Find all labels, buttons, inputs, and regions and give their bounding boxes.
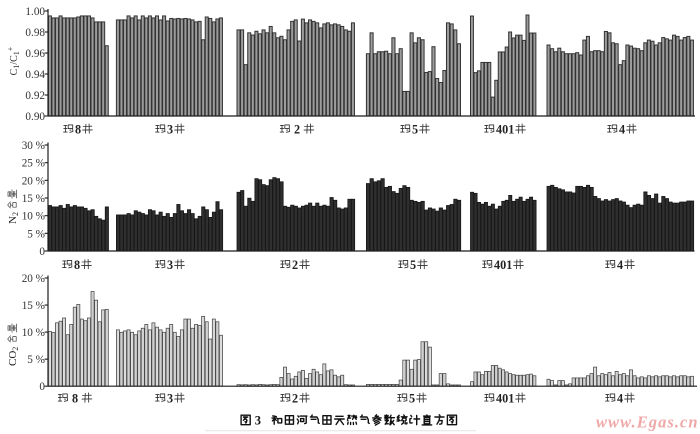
svg-text:N2: N2 bbox=[7, 212, 20, 224]
svg-text:2: 2 bbox=[292, 391, 298, 405]
svg-text:10 %: 10 % bbox=[22, 327, 45, 339]
svg-text:0.94: 0.94 bbox=[25, 69, 45, 81]
svg-text:5: 5 bbox=[410, 258, 416, 272]
svg-text:20 %: 20 % bbox=[22, 175, 45, 187]
svg-text:8: 8 bbox=[72, 391, 78, 405]
svg-text:5 %: 5 % bbox=[27, 354, 45, 366]
svg-text:0.90: 0.90 bbox=[25, 111, 45, 123]
svg-text:30 %: 30 % bbox=[22, 140, 45, 152]
svg-text:4: 4 bbox=[619, 122, 625, 136]
svg-text:4: 4 bbox=[617, 391, 623, 405]
svg-text:CO2: CO2 bbox=[7, 347, 20, 366]
svg-text:0: 0 bbox=[39, 246, 45, 258]
svg-text:15 %: 15 % bbox=[22, 193, 45, 205]
svg-text:4: 4 bbox=[617, 258, 623, 272]
svg-text:8: 8 bbox=[75, 122, 81, 136]
svg-text:3: 3 bbox=[167, 122, 173, 136]
svg-text:5 %: 5 % bbox=[27, 228, 45, 240]
svg-text:10 %: 10 % bbox=[22, 211, 45, 223]
svg-text:5: 5 bbox=[412, 122, 418, 136]
svg-text:15 %: 15 % bbox=[22, 300, 45, 312]
svg-text:401: 401 bbox=[494, 258, 512, 272]
svg-text:401: 401 bbox=[496, 122, 514, 136]
svg-text:3: 3 bbox=[167, 258, 173, 272]
svg-text:0.92: 0.92 bbox=[25, 90, 45, 102]
svg-text:25 %: 25 % bbox=[22, 158, 45, 170]
svg-text:0.96: 0.96 bbox=[25, 48, 45, 60]
svg-text:1.00: 1.00 bbox=[25, 6, 45, 18]
svg-text:0.98: 0.98 bbox=[25, 27, 45, 39]
svg-text:2: 2 bbox=[292, 258, 298, 272]
svg-text:www.Egas.cn: www.Egas.cn bbox=[596, 413, 699, 432]
svg-text:0: 0 bbox=[39, 381, 45, 393]
svg-text:20 %: 20 % bbox=[22, 273, 45, 285]
svg-text:8: 8 bbox=[74, 258, 80, 272]
svg-text:5: 5 bbox=[409, 391, 415, 405]
svg-text:3: 3 bbox=[167, 391, 173, 405]
svg-text:401: 401 bbox=[496, 391, 514, 405]
svg-text:3: 3 bbox=[255, 414, 261, 428]
svg-text:2: 2 bbox=[294, 122, 300, 136]
